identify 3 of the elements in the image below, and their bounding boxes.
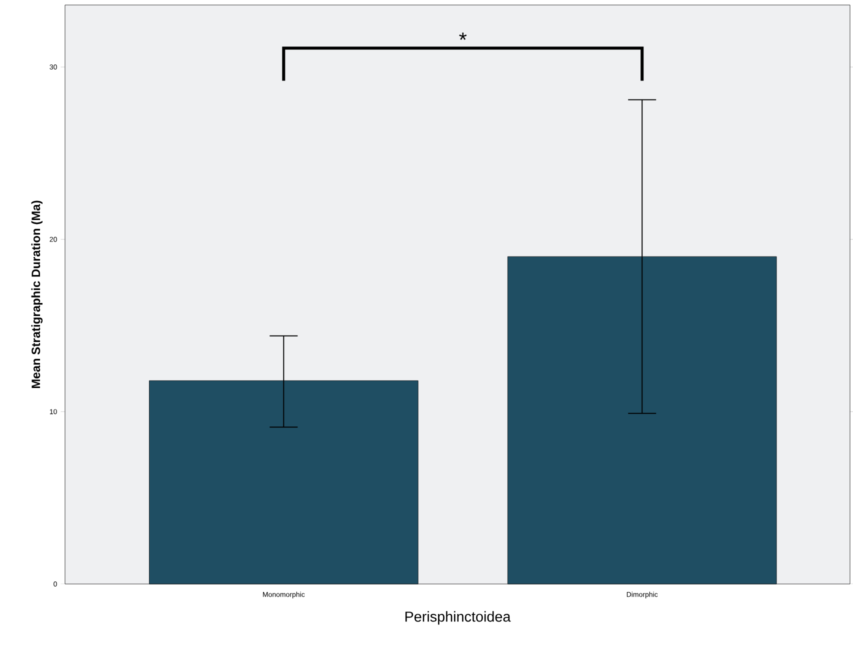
y-axis-title: Mean Stratigraphic Duration (Ma) (31, 200, 43, 388)
x-axis-title: Perisphinctoidea (405, 611, 511, 625)
annotation: * (459, 32, 467, 40)
